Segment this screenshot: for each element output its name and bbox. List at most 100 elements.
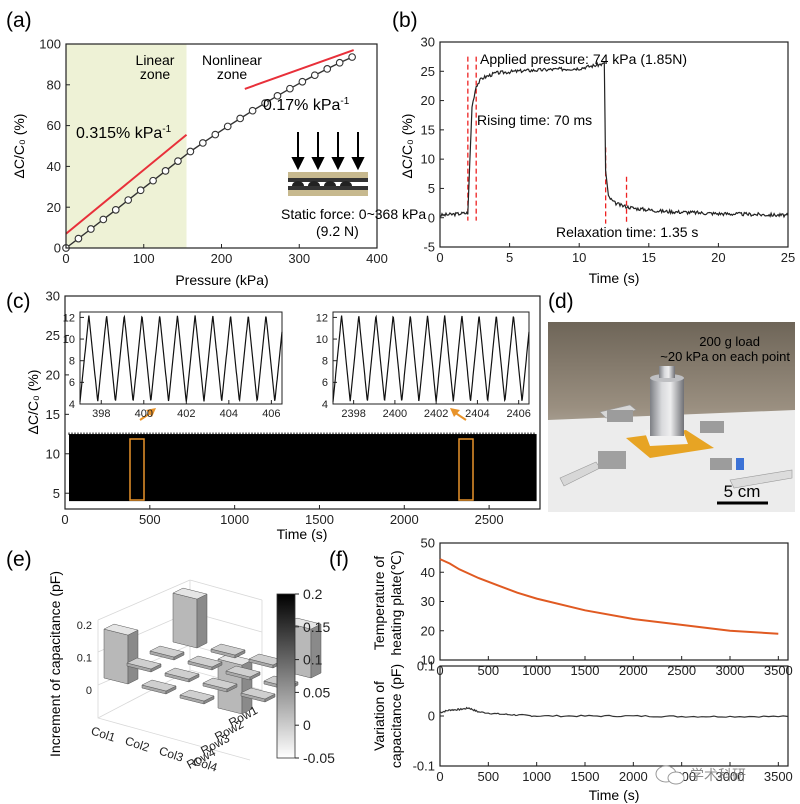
weight-icon (650, 378, 684, 436)
relaxation-time-label: Relaxation time: 1.35 s (556, 224, 698, 240)
panel-label-b: (b) (392, 9, 418, 32)
z-axis-label-e: Increment of capacitance (pF) (47, 571, 63, 757)
y-tick-label: 12 (316, 312, 328, 324)
x-tick-label: 15 (642, 250, 656, 265)
y-tick-label: 10 (46, 446, 60, 461)
applied-pressure-label: Applied pressure: 74 kPa (1.85N) (480, 51, 687, 67)
bar-front (172, 592, 198, 649)
bar-top (172, 587, 208, 600)
colorbar-tick-label: 0 (303, 717, 311, 733)
data-point (211, 130, 220, 139)
x-axis-label-b: Time (s) (589, 270, 640, 286)
data-point (161, 167, 170, 175)
data-point (286, 84, 294, 93)
inset-signal-line (79, 314, 283, 403)
inset-signal-line (332, 314, 530, 403)
sensor-pad-icon (700, 421, 724, 433)
y-tick-label: 40 (421, 565, 435, 580)
x-tick-label: 2404 (465, 408, 489, 420)
data-point (273, 91, 282, 100)
linear-zone-label-2: zone (140, 66, 171, 82)
inset-marker-2 (458, 438, 474, 501)
nonlinear-zone-label-2: zone (217, 66, 248, 82)
y-tick-label: 6 (322, 377, 328, 389)
x-tick-label: 3500 (764, 769, 793, 784)
y-tick-label: 10 (421, 152, 435, 167)
y-tick-label: 6 (69, 377, 75, 389)
bar-top (149, 645, 185, 658)
static-force-label-2: (9.2 N) (316, 223, 359, 239)
y-tick-label: 0 (54, 241, 61, 256)
data-point (348, 53, 356, 61)
data-point (236, 114, 245, 123)
y-tick-label: 25 (46, 328, 60, 343)
y-tick-label: 30 (421, 35, 435, 50)
bar-top (210, 643, 246, 656)
panel-label-d: (d) (548, 290, 574, 313)
colorbar-tick-label: 0.2 (303, 586, 323, 602)
y-tick-label: 4 (69, 399, 75, 411)
sensor-pad-icon (710, 458, 732, 470)
x-tick-label: 2000 (390, 512, 419, 527)
x-tick-label: 0 (436, 250, 443, 265)
inset-marker-1 (129, 438, 145, 501)
colorbar-tick-label: -0.05 (303, 750, 335, 766)
data-point (248, 106, 257, 115)
photo-d: 200 g load ~20 kPa on each point 5 cm (548, 322, 795, 512)
data-point (74, 234, 83, 243)
x-tick-label: 300 (288, 251, 310, 266)
y-tick-label: 8 (322, 356, 328, 368)
load-label: 200 g load (699, 334, 760, 349)
y-tick-label: 20 (421, 623, 435, 638)
x-tick-label: 2400 (383, 408, 407, 420)
y-tick-label: 5 (428, 181, 435, 196)
x-tick-label: 0 (62, 251, 69, 266)
axes-frame-f1 (439, 542, 789, 661)
cyclic-signal-band (69, 434, 537, 502)
y-tick-label: 15 (46, 407, 60, 422)
rising-time-label: Rising time: 70 ms (477, 112, 592, 128)
x-tick-label: 1500 (305, 512, 334, 527)
y-axis-label-f2-2: capacitance (pF) (388, 664, 404, 768)
axes-frame-c (64, 295, 541, 510)
x-tick-label: 2000 (619, 769, 648, 784)
pressure-label: ~20 kPa on each point (660, 349, 790, 364)
panel-label-f: (f) (329, 548, 349, 571)
y-tick-label: 8 (69, 356, 75, 368)
x-tick-label: 200 (211, 251, 233, 266)
x-tick-label: 500 (139, 512, 161, 527)
y-axis-label-f1-2: heating plate(℃) (388, 550, 404, 655)
x-tick-label: 400 (135, 408, 153, 420)
fit-line (244, 49, 355, 90)
x-tick-label: 500 (477, 663, 499, 678)
chart-a: 0 100 200 300 400 0 20 40 60 80 100 Linear zone No… (11, 37, 426, 288)
temperature-line (439, 558, 779, 635)
bar-top (240, 687, 276, 700)
x-tick-label: 100 (133, 251, 155, 266)
weight-knob (659, 366, 675, 378)
y-tick-label: 80 (47, 77, 61, 92)
chart-e: 00.10.2 Col1 Col2 Col3 Col4 Row1Row2Row3Row… (47, 571, 335, 775)
y-axis-label-b: ΔC/C₀ (%) (399, 114, 415, 179)
x-tick-label: 1000 (220, 512, 249, 527)
col-label: Col2 (123, 734, 151, 755)
data-point (99, 215, 108, 224)
x-tick-label: 398 (92, 408, 110, 420)
x-tick-label: 402 (177, 408, 195, 420)
col-label: Col1 (89, 724, 117, 745)
y-tick-label: 5 (53, 486, 60, 501)
x-axis-label-c: Time (s) (277, 526, 328, 542)
slope-nonlinear-label: 0.17% kPa-1 (263, 96, 350, 114)
chart-c: 0 500 1000 1500 2000 2500 5 10 15 20 25 30 398 400 40… (25, 289, 541, 542)
x-tick-label: 404 (220, 408, 238, 420)
y-tick-label: 30 (46, 289, 60, 304)
y-tick-label: -0.1 (413, 759, 435, 774)
connector-icon (736, 458, 744, 470)
y-tick-label: 40 (47, 159, 61, 174)
y-tick-label: -5 (423, 240, 435, 255)
compression-arrows-icon (288, 132, 368, 196)
y-tick-label: 20 (421, 93, 435, 108)
z-tick-label: 0.2 (77, 620, 92, 632)
sensor-pad-icon (607, 410, 633, 422)
